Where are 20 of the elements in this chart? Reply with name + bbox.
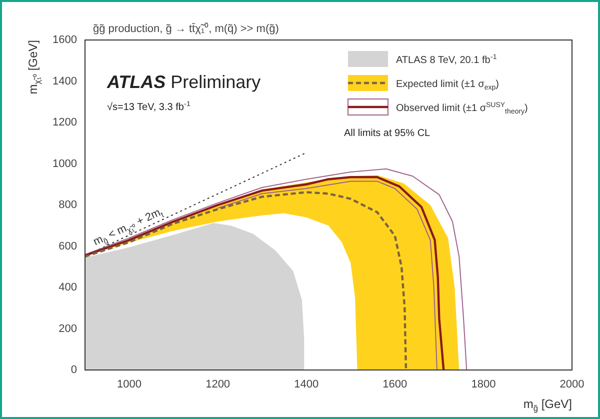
x-tick-label: 1000 bbox=[117, 378, 142, 391]
y-tick-label: 600 bbox=[58, 240, 77, 252]
y-axis-title: mχ̃₁⁰ [GeV] bbox=[26, 40, 42, 94]
y-tick-label: 1000 bbox=[52, 158, 77, 170]
x-tick-label: 1400 bbox=[294, 378, 319, 391]
y-tick-label: 800 bbox=[58, 199, 77, 212]
x-tick-label: 1200 bbox=[206, 378, 230, 391]
y-tick-label: 1400 bbox=[52, 75, 77, 88]
x-tick-label: 1600 bbox=[382, 378, 408, 391]
chart-title: g̃g̃ production, g̃ → tt̄χ̃₁⁰, m(q̃) >> m(g̃) bbox=[92, 22, 279, 35]
y-tick-label: 200 bbox=[58, 322, 77, 335]
y-tick-label: 1600 bbox=[52, 34, 77, 46]
x-tick-label: 1800 bbox=[471, 378, 496, 391]
annotation: ATLAS Preliminary bbox=[106, 72, 261, 92]
y-tick-label: 0 bbox=[70, 364, 77, 376]
y-tick-label: 400 bbox=[58, 282, 77, 294]
x-tick-label: 2000 bbox=[560, 378, 584, 391]
line-series bbox=[85, 191, 408, 370]
y-tick-label: 1200 bbox=[52, 116, 77, 129]
annotation: All limits at 95% CL bbox=[344, 128, 431, 139]
